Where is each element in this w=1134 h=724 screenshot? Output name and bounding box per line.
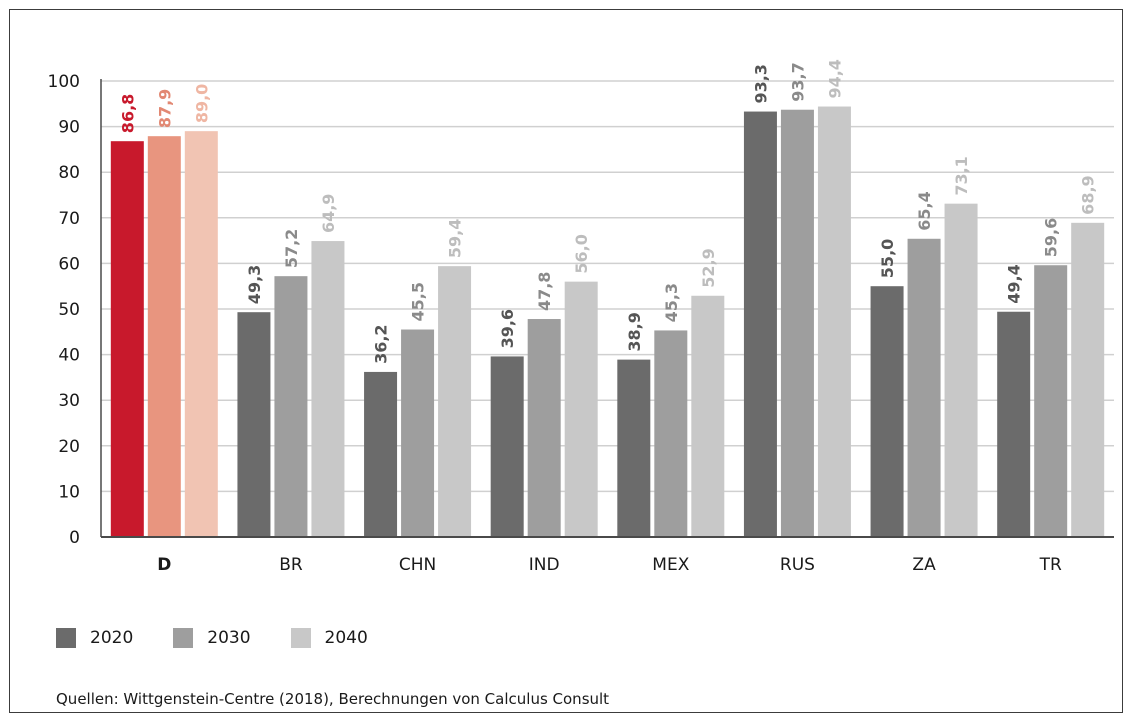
- data-label: 87,9: [155, 89, 174, 128]
- legend-swatch: [290, 628, 311, 648]
- legend-swatch: [56, 628, 76, 648]
- bar-tr-2040: [1071, 222, 1105, 538]
- bar-ind-2030: [527, 319, 561, 537]
- y-tick-label: 70: [58, 209, 80, 229]
- x-tick-label: D: [157, 555, 171, 575]
- y-tick-label: 30: [58, 391, 80, 411]
- y-tick-label: 0: [69, 528, 80, 548]
- data-label: 57,2: [282, 229, 301, 268]
- y-tick-label: 100: [48, 72, 80, 92]
- x-tick-label: MEX: [652, 555, 689, 575]
- data-label: 49,3: [245, 265, 264, 304]
- bar-br-2020: [237, 312, 271, 537]
- data-label: 38,9: [625, 312, 644, 351]
- data-label: 93,7: [788, 62, 807, 101]
- bar-chart: 0 10 20 30 40 50 60 70 80 90 100 86,8 87,9 89,0 D 49,3 5…: [48, 59, 1114, 575]
- bar-rus-2040: [817, 106, 851, 537]
- bar-za-2030: [907, 238, 941, 537]
- data-label: 36,2: [372, 324, 391, 363]
- bar-tr-2020: [997, 311, 1031, 537]
- x-tick-label: CHN: [399, 555, 436, 575]
- bar-ind-2020: [490, 356, 524, 537]
- data-label: 55,0: [878, 239, 897, 278]
- data-label: 45,5: [409, 282, 428, 321]
- data-label: 89,0: [192, 84, 211, 123]
- data-label: 93,3: [751, 64, 770, 103]
- bar-br-2040: [311, 241, 345, 537]
- bar-rus-2030: [780, 109, 814, 537]
- legend-label: 2020: [90, 628, 134, 648]
- bar-d-2040: [184, 131, 218, 537]
- data-label: 64,9: [319, 194, 338, 233]
- y-tick-label: 50: [58, 300, 80, 320]
- bar-za-2020: [870, 286, 904, 537]
- x-tick-label: RUS: [780, 555, 815, 575]
- x-tick-label: BR: [279, 555, 303, 575]
- y-tick-label: 10: [58, 482, 80, 502]
- bar-d-2020: [110, 141, 144, 537]
- bar-tr-2030: [1034, 265, 1068, 537]
- y-tick-label: 90: [58, 118, 80, 138]
- data-label: 59,6: [1042, 218, 1061, 257]
- data-label: 45,3: [662, 283, 681, 322]
- data-label: 47,8: [535, 272, 554, 311]
- data-label: 59,4: [446, 219, 465, 258]
- bar-chn-2030: [401, 329, 435, 537]
- bar-mex-2040: [691, 295, 725, 537]
- legend-item-2030: 2030: [173, 628, 251, 648]
- legend-label: 2030: [207, 628, 251, 648]
- data-label: 68,9: [1079, 175, 1098, 214]
- data-label: 94,4: [825, 59, 844, 98]
- data-label: 56,0: [572, 234, 591, 273]
- x-tick-label: TR: [1039, 555, 1062, 575]
- x-tick-label: IND: [529, 555, 560, 575]
- bar-mex-2020: [617, 359, 651, 537]
- legend-swatch: [173, 628, 194, 648]
- data-label: 49,4: [1005, 264, 1024, 303]
- x-tick-label: ZA: [912, 555, 936, 575]
- data-label: 52,9: [699, 248, 718, 287]
- y-tick-label: 20: [58, 437, 80, 457]
- data-label: 65,4: [915, 191, 934, 230]
- bar-za-2040: [944, 203, 978, 537]
- y-tick-label: 40: [58, 346, 80, 366]
- bar-br-2030: [274, 276, 308, 537]
- legend: 2020 2030 2040: [56, 628, 408, 648]
- legend-label: 2040: [324, 628, 368, 648]
- bar-rus-2020: [743, 111, 777, 537]
- data-label: 39,6: [498, 309, 517, 348]
- bar-d-2030: [147, 136, 181, 537]
- legend-item-2040: 2040: [290, 628, 368, 648]
- source-note: Quellen: Wittgenstein-Centre (2018), Ber…: [56, 690, 610, 708]
- data-label: 86,8: [118, 94, 137, 133]
- legend-item-2020: 2020: [56, 628, 133, 648]
- y-tick-label: 60: [58, 254, 80, 274]
- data-label: 73,1: [952, 156, 971, 195]
- chart-frame: 0 10 20 30 40 50 60 70 80 90 100 86,8 87,9 89,0 D 49,3 5…: [9, 9, 1123, 713]
- y-tick-label: 80: [58, 163, 80, 183]
- bar-chn-2020: [364, 371, 398, 537]
- bar-chn-2040: [438, 266, 472, 537]
- bar-mex-2030: [654, 330, 688, 537]
- bar-ind-2040: [564, 281, 598, 537]
